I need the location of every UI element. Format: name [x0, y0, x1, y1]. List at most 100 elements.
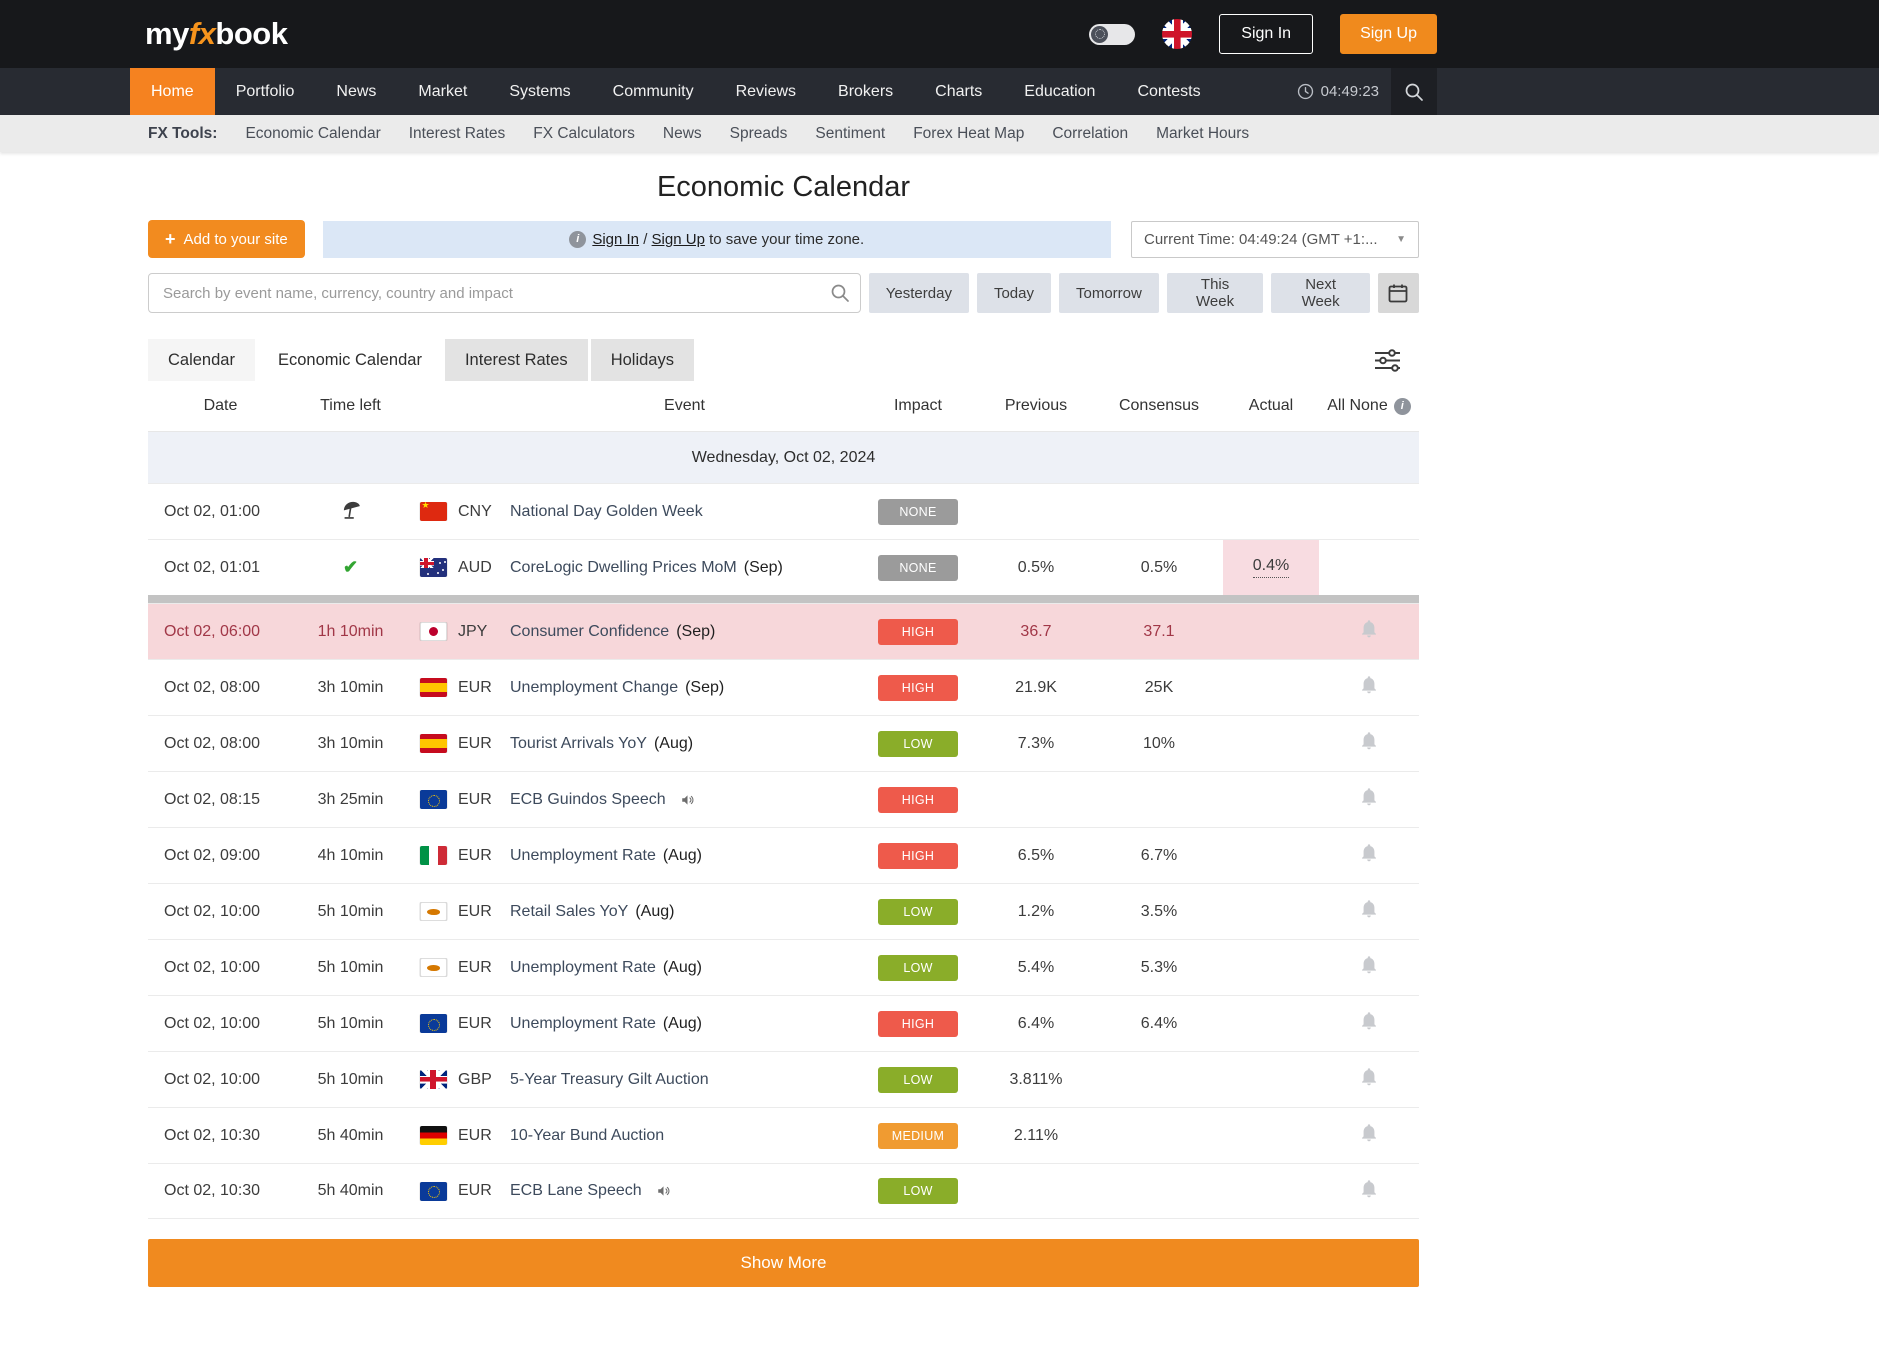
tab-holidays[interactable]: Holidays [590, 339, 694, 381]
fx-tool-link-interest-rates[interactable]: Interest Rates [408, 124, 506, 142]
nav-item-market[interactable]: Market [418, 82, 468, 100]
impact-cell: HIGH [859, 674, 977, 701]
table-row[interactable]: Oct 02, 10:00 ✔ 5h 10min GBP 5-Year Trea… [148, 1051, 1419, 1107]
fx-tool-link-spreads[interactable]: Spreads [729, 124, 788, 142]
event-link[interactable]: Unemployment Change [510, 678, 679, 696]
table-row[interactable]: Oct 02, 10:30 ✔ 5h 40min EUR 10-Year Bun… [148, 1107, 1419, 1163]
event-date: Oct 02, 10:30 [164, 1182, 261, 1199]
bell-icon [1359, 731, 1379, 751]
nav-item-brokers[interactable]: Brokers [838, 82, 894, 100]
alert-cell[interactable] [1319, 1011, 1419, 1036]
fx-tool-link-market-hours[interactable]: Market Hours [1156, 124, 1250, 142]
table-row[interactable]: Oct 02, 06:00 ✔ 1h 10min JPY Consumer Co… [148, 603, 1419, 659]
show-more-button[interactable]: Show More [148, 1239, 1419, 1287]
current-time-dropdown[interactable]: Current Time: 04:49:24 (GMT +1:... ▼ [1131, 220, 1419, 258]
sign-in-button[interactable]: Sign In [1219, 14, 1314, 54]
table-row[interactable]: Oct 02, 01:01 ✔ AUD CoreLogic Dwelling P… [148, 539, 1419, 595]
actual-value: 0.4% [1223, 540, 1319, 595]
tab-economic-calendar[interactable]: Economic Calendar [257, 339, 442, 381]
calendar-picker-button[interactable] [1377, 273, 1419, 313]
nav-item-contests[interactable]: Contests [1137, 82, 1201, 100]
nav-item-systems[interactable]: Systems [509, 82, 571, 100]
alert-cell[interactable] [1319, 555, 1419, 580]
nav-item-home[interactable]: Home [130, 68, 215, 115]
alert-cell[interactable] [1319, 1123, 1419, 1148]
event-link[interactable]: ECB Lane Speech [510, 1182, 642, 1199]
event-link[interactable]: 10-Year Bund Auction [510, 1126, 665, 1144]
nav-item-charts[interactable]: Charts [935, 82, 983, 100]
search-input[interactable] [148, 273, 861, 313]
alert-cell[interactable] [1319, 675, 1419, 700]
tab-interest-rates[interactable]: Interest Rates [444, 339, 588, 381]
country-flag-icon [408, 846, 458, 865]
event-link[interactable]: 5-Year Treasury Gilt Auction [510, 1070, 709, 1088]
table-row[interactable]: Oct 02, 09:00 ✔ 4h 10min EUR Unemploymen… [148, 827, 1419, 883]
nav-item-reviews[interactable]: Reviews [735, 82, 797, 100]
event-link[interactable]: Unemployment Rate [510, 846, 656, 864]
nav-item-community[interactable]: Community [612, 82, 694, 100]
nav-search-button[interactable] [1391, 68, 1437, 115]
consensus-value: 6.4% [1140, 1014, 1178, 1032]
table-row[interactable]: Oct 02, 10:00 ✔ 5h 10min EUR Unemploymen… [148, 995, 1419, 1051]
event-link[interactable]: National Day Golden Week [510, 502, 703, 520]
range-button-yesterday[interactable]: Yesterday [868, 273, 969, 313]
nav-item-news[interactable]: News [336, 82, 377, 100]
theme-toggle[interactable] [1089, 23, 1136, 45]
add-to-your-site-button[interactable]: + Add to your site [148, 220, 305, 258]
event-link[interactable]: CoreLogic Dwelling Prices MoM [510, 558, 737, 576]
range-button-today[interactable]: Today [976, 273, 1051, 313]
fx-tool-link-fx-calculators[interactable]: FX Calculators [533, 124, 635, 142]
fx-tool-link-economic-calendar[interactable]: Economic Calendar [245, 124, 381, 142]
table-row[interactable]: Oct 02, 01:00 ✔ CNY National Day Golden … [148, 483, 1419, 539]
range-button-this-week[interactable]: This Week [1166, 273, 1264, 313]
speaker-icon [656, 1184, 671, 1198]
nav-item-education[interactable]: Education [1024, 82, 1096, 100]
event-link[interactable]: Consumer Confidence [510, 622, 670, 640]
bell-icon [1359, 843, 1379, 863]
table-row[interactable]: Oct 02, 10:00 ✔ 5h 10min EUR Unemploymen… [148, 939, 1419, 995]
bell-icon [1359, 955, 1379, 975]
time-left: ✔ [293, 557, 408, 578]
alert-cell[interactable] [1319, 787, 1419, 812]
time-left: ✔ 5h 10min [317, 1014, 384, 1032]
alert-cell[interactable] [1319, 899, 1419, 924]
event-link[interactable]: Unemployment Rate [510, 958, 656, 976]
time-left: ✔ 3h 25min [317, 790, 384, 808]
alert-cell[interactable] [1319, 731, 1419, 756]
event-date: Oct 02, 10:00 [164, 958, 261, 976]
actual-value [1223, 1052, 1319, 1107]
alert-cell[interactable] [1319, 955, 1419, 980]
alert-cell[interactable] [1319, 1179, 1419, 1204]
language-flag-icon[interactable] [1162, 19, 1193, 49]
event-link[interactable]: Tourist Arrivals YoY [510, 734, 647, 752]
header-actual: Actual [1248, 397, 1294, 414]
range-button-next-week[interactable]: Next Week [1271, 273, 1370, 313]
filter-icon[interactable] [1374, 348, 1401, 372]
alert-cell[interactable] [1319, 843, 1419, 868]
banner-sign-in-link[interactable]: Sign In [592, 230, 640, 248]
fx-tool-link-sentiment[interactable]: Sentiment [815, 124, 886, 142]
fx-tool-link-forex-heat-map[interactable]: Forex Heat Map [913, 124, 1025, 142]
range-button-tomorrow[interactable]: Tomorrow [1059, 273, 1159, 313]
header-all-none[interactable]: All None i [1319, 397, 1419, 415]
nav-item-portfolio[interactable]: Portfolio [235, 82, 295, 100]
table-row[interactable]: Oct 02, 08:15 ✔ 3h 25min EUR ECB Guindos… [148, 771, 1419, 827]
search-submit-icon[interactable] [830, 283, 850, 303]
impact-badge: NONE [878, 554, 958, 581]
table-row[interactable]: Oct 02, 10:00 ✔ 5h 10min EUR Retail Sale… [148, 883, 1419, 939]
event-link[interactable]: Retail Sales YoY [510, 902, 629, 920]
banner-sign-up-link[interactable]: Sign Up [651, 230, 705, 248]
tab-calendar[interactable]: Calendar [148, 339, 255, 381]
alert-cell[interactable] [1319, 499, 1419, 524]
alert-cell[interactable] [1319, 1067, 1419, 1092]
table-row[interactable]: Oct 02, 10:30 ✔ 5h 40min EUR ECB Lane Sp… [148, 1163, 1419, 1219]
event-link[interactable]: Unemployment Rate [510, 1014, 656, 1032]
alert-cell[interactable] [1319, 619, 1419, 644]
table-row[interactable]: Oct 02, 08:00 ✔ 3h 10min EUR Unemploymen… [148, 659, 1419, 715]
table-row[interactable]: Oct 02, 08:00 ✔ 3h 10min EUR Tourist Arr… [148, 715, 1419, 771]
sign-up-button[interactable]: Sign Up [1340, 14, 1437, 54]
myfxbook-logo[interactable]: myfxbook [145, 16, 288, 52]
fx-tool-link-news[interactable]: News [662, 124, 702, 142]
fx-tool-link-correlation[interactable]: Correlation [1052, 124, 1129, 142]
event-link[interactable]: ECB Guindos Speech [510, 790, 666, 808]
